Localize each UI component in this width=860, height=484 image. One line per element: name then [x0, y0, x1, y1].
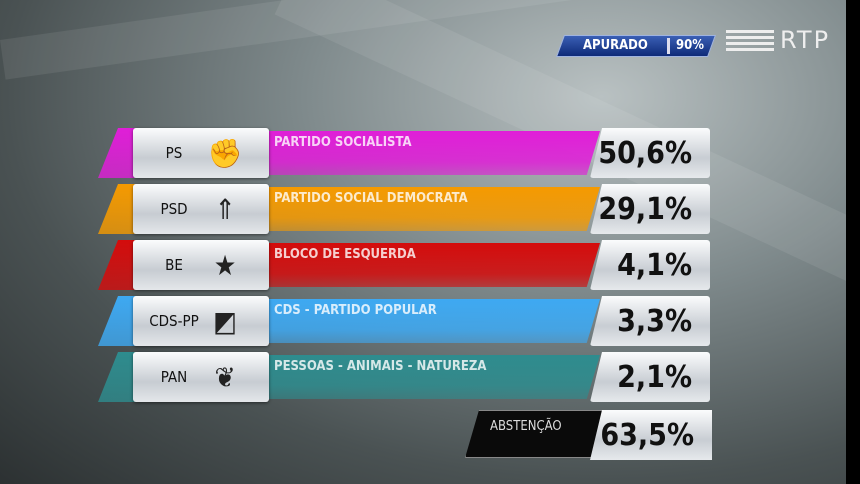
party-name: PARTIDO SOCIALISTA	[274, 135, 412, 150]
rtp-logo: RTP	[726, 26, 830, 54]
arrows-icon: ⇑	[214, 192, 236, 226]
apurado-value: 90%	[676, 38, 704, 53]
party-name: CDS - PARTIDO POPULAR	[274, 303, 437, 318]
party-name-bar: BLOCO DE ESQUERDA	[268, 243, 600, 287]
party-abbr: CDS-PP	[149, 312, 199, 330]
party-label-box: BE ★	[133, 240, 269, 290]
party-abbr: BE	[165, 256, 183, 274]
abstention-percent: 63,5%	[590, 410, 712, 460]
apurado-badge: APURADO 90%	[555, 35, 717, 57]
star-person-icon: ★	[213, 248, 237, 282]
party-name-bar: PARTIDO SOCIALISTA	[268, 131, 600, 175]
square-ball-icon: ◩	[213, 304, 237, 338]
party-name: PESSOAS - ANIMAIS - NATUREZA	[274, 359, 487, 374]
abstention-label-box: ABSTENÇÃO	[465, 410, 605, 458]
party-percent: 50,6%	[590, 128, 710, 178]
divider	[667, 38, 670, 54]
party-abbr: PSD	[160, 200, 188, 218]
party-name: PARTIDO SOCIAL DEMOCRATA	[274, 191, 468, 206]
party-abbr: PS	[165, 144, 183, 162]
rtp-stripes-icon	[726, 29, 774, 51]
party-name-bar: PARTIDO SOCIAL DEMOCRATA	[268, 187, 600, 231]
result-row-be: BLOCO DE ESQUERDA BE ★ 4,1%	[98, 240, 712, 290]
result-row-psd: PARTIDO SOCIAL DEMOCRATA PSD ⇑ 29,1%	[98, 184, 712, 234]
result-row-pan: PESSOAS - ANIMAIS - NATUREZA PAN ❦ 2,1%	[98, 352, 712, 402]
party-percent: 29,1%	[590, 184, 710, 234]
party-label-box: PAN ❦	[133, 352, 269, 402]
party-abbr: PAN	[160, 368, 188, 386]
party-label-box: PSD ⇑	[133, 184, 269, 234]
party-percent: 3,3%	[590, 296, 710, 346]
party-percent: 2,1%	[590, 352, 710, 402]
result-row-cds-pp: CDS - PARTIDO POPULAR CDS-PP ◩ 3,3%	[98, 296, 712, 346]
frame-edge	[846, 0, 860, 484]
apurado-label: APURADO	[583, 38, 648, 53]
abstention-label: ABSTENÇÃO	[490, 419, 562, 434]
tree-icon: ❦	[214, 360, 236, 394]
party-name: BLOCO DE ESQUERDA	[274, 247, 416, 262]
party-percent: 4,1%	[590, 240, 710, 290]
party-name-bar: CDS - PARTIDO POPULAR	[268, 299, 600, 343]
party-label-box: PS ✊	[133, 128, 269, 178]
fist-icon: ✊	[207, 136, 243, 170]
result-row-ps: PARTIDO SOCIALISTA PS ✊ 50,6%	[98, 128, 712, 178]
party-name-bar: PESSOAS - ANIMAIS - NATUREZA	[268, 355, 600, 399]
party-label-box: CDS-PP ◩	[133, 296, 269, 346]
rtp-logo-text: RTP	[780, 26, 831, 54]
